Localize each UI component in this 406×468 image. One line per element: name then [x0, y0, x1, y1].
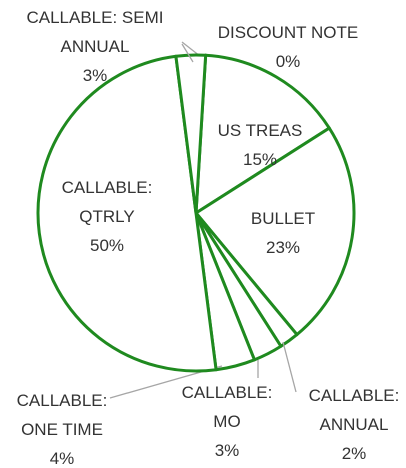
slice-label: CALLABLE: SEMI ANNUAL 3%: [25, 3, 165, 90]
slice-value: 0%: [275, 52, 301, 71]
slice-name: CALLABLE: SEMI ANNUAL: [26, 8, 164, 56]
leader-line: [282, 341, 297, 393]
slice-value: 23%: [265, 238, 301, 257]
slice-value: 3%: [214, 441, 240, 460]
slice-label: CALLABLE: ANNUAL 2%: [304, 381, 404, 468]
slice-name: BULLET: [250, 209, 316, 228]
slice-value: 2%: [341, 444, 367, 463]
slice-name: CALLABLE: ONE TIME: [16, 391, 108, 439]
slice-value: 50%: [89, 236, 125, 255]
slice-value: 3%: [82, 66, 108, 85]
slice-label: CALLABLE: ONE TIME 4%: [12, 386, 112, 468]
pie-slice: [36, 54, 218, 373]
pie-slice: [174, 53, 208, 215]
slice-name: CALLABLE: MO: [181, 383, 273, 431]
pie-slice: [194, 126, 356, 337]
slice-name: CALLABLE: ANNUAL: [308, 386, 400, 434]
slice-label: CALLABLE: QTRLY 50%: [57, 173, 157, 260]
slice-label: US TREAS 15%: [200, 116, 320, 174]
pie-slice: [194, 53, 331, 215]
slice-label: BULLET 23%: [233, 204, 333, 262]
slice-name: DISCOUNT NOTE: [217, 23, 359, 42]
slice-value: 4%: [49, 449, 75, 468]
slice-label: CALLABLE: MO 3%: [177, 378, 277, 465]
slice-name: US TREAS: [217, 121, 303, 140]
slice-name: CALLABLE: QTRLY: [61, 178, 153, 226]
slice-label: DISCOUNT NOTE 0%: [198, 18, 378, 76]
slice-value: 15%: [242, 150, 278, 169]
leader-line: [181, 43, 194, 63]
